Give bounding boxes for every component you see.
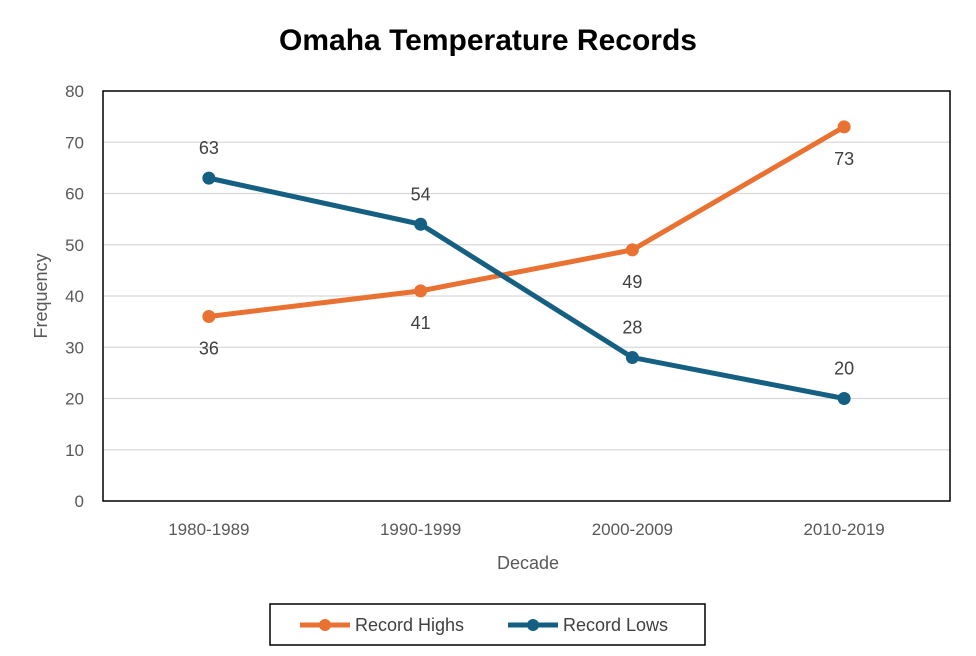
- y-tick-label: 40: [65, 287, 84, 306]
- y-tick-label: 70: [65, 133, 84, 152]
- data-point-record-highs: [202, 310, 216, 323]
- data-label-record-highs: 41: [411, 313, 431, 333]
- data-point-record-highs: [625, 243, 639, 257]
- legend-label-record-highs: Record Highs: [355, 615, 464, 635]
- x-tick-label: 1990-1999: [380, 520, 461, 539]
- plot-area-border: [102, 90, 951, 502]
- data-point-record-lows: [414, 217, 428, 231]
- data-point-record-lows: [625, 351, 639, 364]
- x-axis-label: Decade: [497, 553, 559, 573]
- series-line-record-lows: [206, 175, 847, 401]
- legend-label-record-lows: Record Lows: [563, 615, 668, 635]
- y-tick-label: 10: [65, 441, 84, 460]
- data-label-record-lows: 63: [199, 138, 219, 158]
- legend-marker-record-lows: [527, 619, 539, 631]
- data-point-record-lows: [837, 392, 851, 405]
- data-label-record-lows: 20: [834, 359, 854, 379]
- data-label-record-highs: 73: [834, 149, 854, 169]
- legend: Record Highs Record Lows: [269, 603, 706, 646]
- y-tick-label: 30: [65, 338, 84, 357]
- y-tick-label: 0: [75, 492, 84, 511]
- legend-marker-record-highs: [319, 619, 331, 631]
- data-label-record-highs: 49: [622, 272, 642, 292]
- data-label-record-lows: 28: [622, 318, 642, 338]
- series-line-record-highs: [206, 124, 847, 319]
- data-point-record-highs: [837, 120, 851, 134]
- y-axis-label: Frequency: [31, 253, 51, 338]
- data-point-record-highs: [414, 284, 428, 298]
- x-tick-label: 2010-2019: [803, 520, 884, 539]
- data-point-record-lows: [202, 171, 216, 185]
- chart-title: Omaha Temperature Records: [279, 24, 697, 57]
- x-tick-label: 2000-2009: [592, 520, 673, 539]
- y-tick-label: 80: [65, 82, 84, 101]
- x-tick-label: 1980-1989: [168, 520, 249, 539]
- y-tick-label: 60: [65, 185, 84, 204]
- data-label-record-highs: 36: [199, 339, 219, 359]
- data-label-record-lows: 54: [411, 184, 431, 204]
- y-tick-label: 20: [65, 390, 84, 409]
- y-tick-label: 50: [65, 236, 84, 255]
